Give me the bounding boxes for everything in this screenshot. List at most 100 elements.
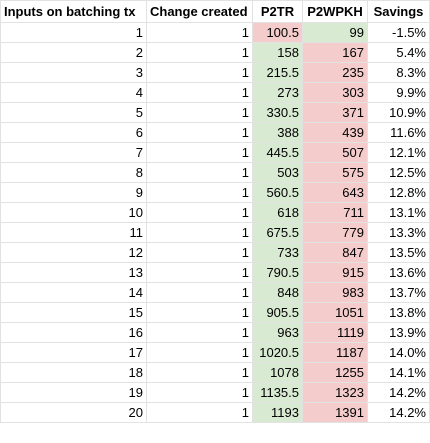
cell-p2wpkh[interactable]: 439 [302,122,368,143]
cell-savings[interactable]: 12.5% [367,162,430,183]
cell-p2wpkh[interactable]: 1391 [302,402,368,423]
cell-inputs[interactable]: 11 [0,222,147,243]
cell-p2tr[interactable]: 675.5 [252,222,303,243]
header-p2wpkh[interactable]: P2WPKH [302,0,368,23]
cell-savings[interactable]: 14.1% [367,362,430,383]
cell-inputs[interactable]: 20 [0,402,147,423]
cell-change[interactable]: 1 [146,202,253,223]
cell-p2tr[interactable]: 790.5 [252,262,303,283]
cell-p2tr[interactable]: 618 [252,202,303,223]
cell-change[interactable]: 1 [146,282,253,303]
cell-change[interactable]: 1 [146,302,253,323]
cell-p2tr[interactable]: 733 [252,242,303,263]
cell-inputs[interactable]: 3 [0,62,147,83]
cell-p2wpkh[interactable]: 915 [302,262,368,283]
cell-savings[interactable]: 8.3% [367,62,430,83]
cell-savings[interactable]: 13.9% [367,322,430,343]
cell-p2wpkh[interactable]: 575 [302,162,368,183]
cell-change[interactable]: 1 [146,262,253,283]
cell-savings[interactable]: 13.5% [367,242,430,263]
cell-p2wpkh[interactable]: 847 [302,242,368,263]
cell-change[interactable]: 1 [146,182,253,203]
cell-inputs[interactable]: 8 [0,162,147,183]
cell-savings[interactable]: 5.4% [367,42,430,63]
cell-inputs[interactable]: 6 [0,122,147,143]
cell-p2tr[interactable]: 1135.5 [252,382,303,403]
cell-p2tr[interactable]: 100.5 [252,22,303,43]
cell-p2tr[interactable]: 158 [252,42,303,63]
cell-savings[interactable]: 12.1% [367,142,430,163]
header-savings[interactable]: Savings [367,0,430,23]
cell-inputs[interactable]: 18 [0,362,147,383]
cell-p2wpkh[interactable]: 167 [302,42,368,63]
cell-p2tr[interactable]: 848 [252,282,303,303]
cell-p2tr[interactable]: 330.5 [252,102,303,123]
header-p2tr[interactable]: P2TR [252,0,303,23]
cell-savings[interactable]: 13.3% [367,222,430,243]
cell-change[interactable]: 1 [146,62,253,83]
cell-p2tr[interactable]: 1078 [252,362,303,383]
cell-p2wpkh[interactable]: 711 [302,202,368,223]
cell-p2wpkh[interactable]: 1051 [302,302,368,323]
cell-inputs[interactable]: 12 [0,242,147,263]
cell-savings[interactable]: 13.6% [367,262,430,283]
cell-inputs[interactable]: 5 [0,102,147,123]
cell-p2tr[interactable]: 445.5 [252,142,303,163]
cell-savings[interactable]: 13.8% [367,302,430,323]
cell-change[interactable]: 1 [146,242,253,263]
cell-p2wpkh[interactable]: 1187 [302,342,368,363]
cell-inputs[interactable]: 2 [0,42,147,63]
cell-p2wpkh[interactable]: 371 [302,102,368,123]
cell-p2wpkh[interactable]: 1119 [302,322,368,343]
cell-change[interactable]: 1 [146,102,253,123]
cell-change[interactable]: 1 [146,222,253,243]
cell-inputs[interactable]: 13 [0,262,147,283]
cell-p2tr[interactable]: 963 [252,322,303,343]
cell-p2wpkh[interactable]: 507 [302,142,368,163]
cell-p2wpkh[interactable]: 303 [302,82,368,103]
cell-savings[interactable]: 12.8% [367,182,430,203]
cell-p2wpkh[interactable]: 1323 [302,382,368,403]
cell-inputs[interactable]: 4 [0,82,147,103]
cell-p2tr[interactable]: 503 [252,162,303,183]
cell-savings[interactable]: 14.2% [367,382,430,403]
cell-change[interactable]: 1 [146,82,253,103]
cell-inputs[interactable]: 17 [0,342,147,363]
cell-p2tr[interactable]: 215.5 [252,62,303,83]
cell-savings[interactable]: -1.5% [367,22,430,43]
header-change[interactable]: Change created [146,0,253,23]
cell-savings[interactable]: 10.9% [367,102,430,123]
cell-change[interactable]: 1 [146,142,253,163]
cell-change[interactable]: 1 [146,42,253,63]
cell-p2tr[interactable]: 1193 [252,402,303,423]
cell-inputs[interactable]: 7 [0,142,147,163]
cell-p2tr[interactable]: 905.5 [252,302,303,323]
cell-p2wpkh[interactable]: 235 [302,62,368,83]
cell-inputs[interactable]: 19 [0,382,147,403]
cell-p2wpkh[interactable]: 779 [302,222,368,243]
cell-p2tr[interactable]: 1020.5 [252,342,303,363]
cell-inputs[interactable]: 16 [0,322,147,343]
cell-savings[interactable]: 14.2% [367,402,430,423]
cell-change[interactable]: 1 [146,362,253,383]
cell-inputs[interactable]: 10 [0,202,147,223]
cell-inputs[interactable]: 14 [0,282,147,303]
cell-change[interactable]: 1 [146,22,253,43]
cell-p2wpkh[interactable]: 983 [302,282,368,303]
cell-savings[interactable]: 9.9% [367,82,430,103]
cell-savings[interactable]: 13.7% [367,282,430,303]
cell-savings[interactable]: 14.0% [367,342,430,363]
cell-change[interactable]: 1 [146,122,253,143]
cell-p2wpkh[interactable]: 643 [302,182,368,203]
cell-inputs[interactable]: 1 [0,22,147,43]
cell-change[interactable]: 1 [146,402,253,423]
cell-p2wpkh[interactable]: 99 [302,22,368,43]
cell-p2wpkh[interactable]: 1255 [302,362,368,383]
cell-savings[interactable]: 13.1% [367,202,430,223]
cell-savings[interactable]: 11.6% [367,122,430,143]
cell-inputs[interactable]: 9 [0,182,147,203]
cell-p2tr[interactable]: 388 [252,122,303,143]
cell-p2tr[interactable]: 273 [252,82,303,103]
cell-inputs[interactable]: 15 [0,302,147,323]
cell-change[interactable]: 1 [146,162,253,183]
